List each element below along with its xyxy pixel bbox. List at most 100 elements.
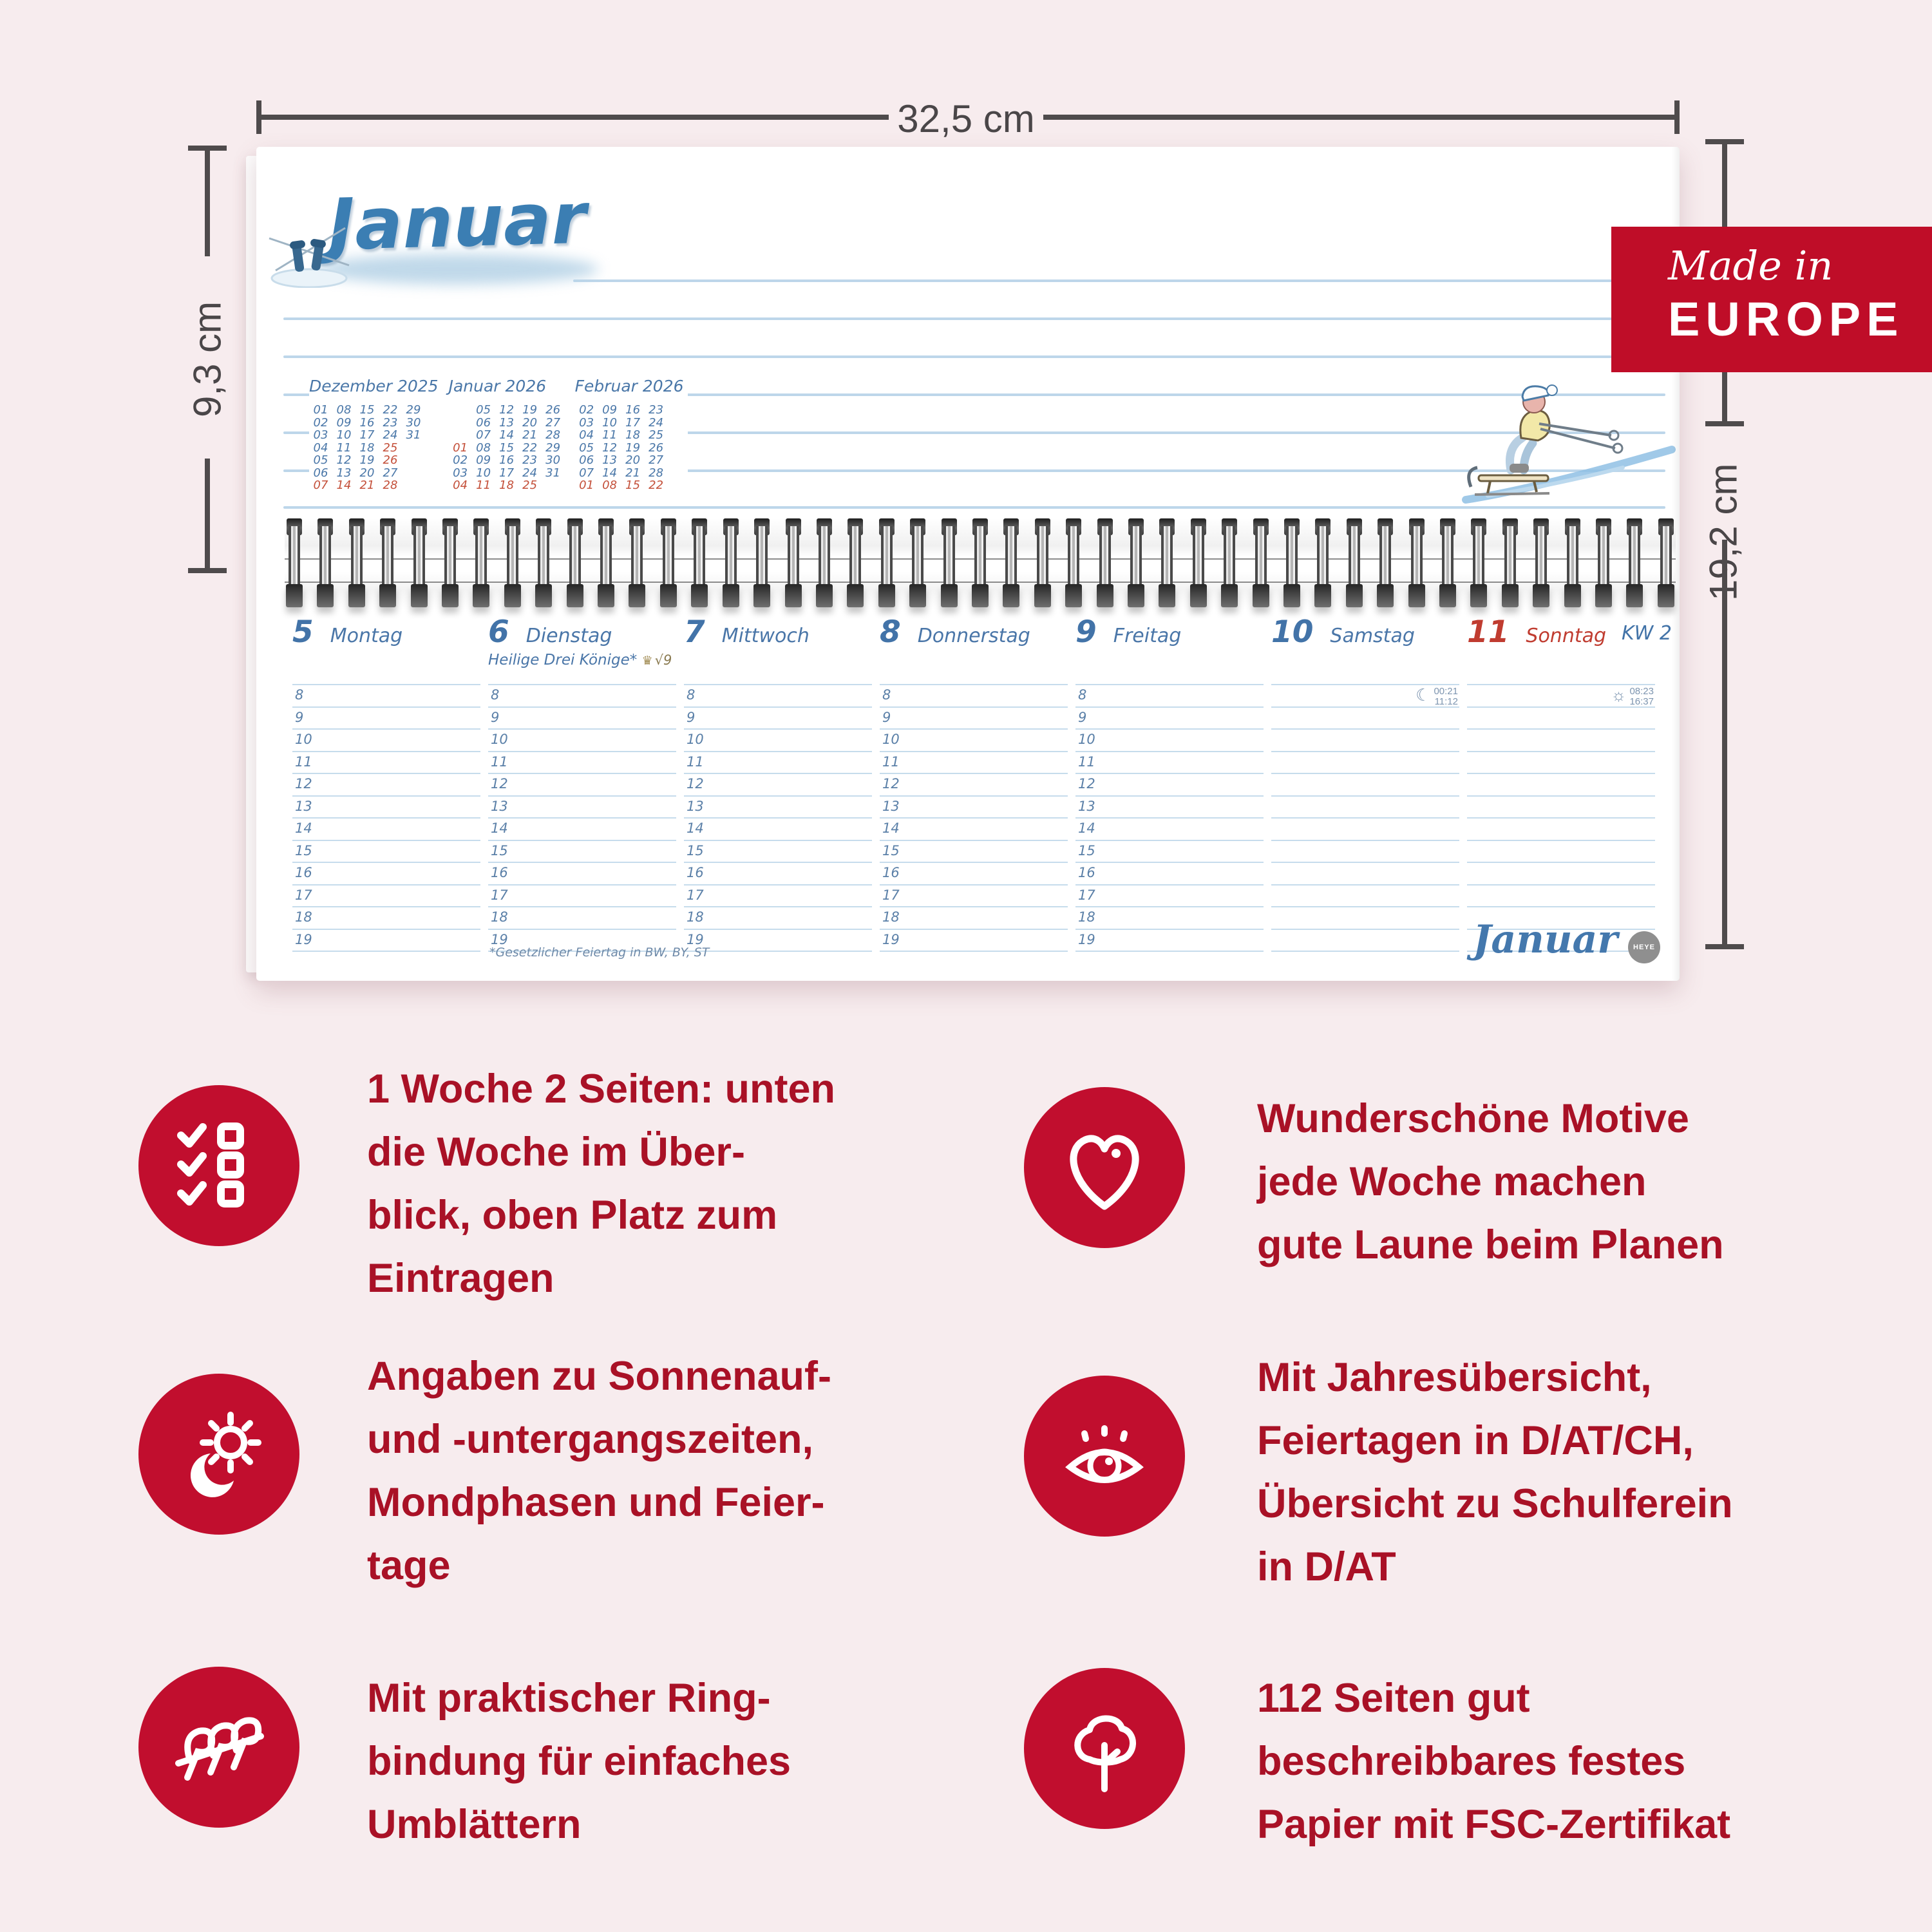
hour-row: 8 bbox=[684, 684, 872, 706]
spiral-clamp-bottom bbox=[1034, 584, 1051, 607]
spiral-wire bbox=[1161, 526, 1173, 593]
hour-label: 17 bbox=[491, 887, 508, 903]
hour-row: 12 bbox=[880, 773, 1068, 795]
spiral-clamp-bottom bbox=[1439, 584, 1457, 607]
spiral-loop bbox=[1625, 518, 1644, 610]
mini-month-row: 04 11 18 25 bbox=[575, 428, 684, 442]
hour-row: 14 bbox=[1075, 817, 1264, 840]
mini-month-day: 15 bbox=[499, 440, 515, 455]
day-header: 8 Donnerstag bbox=[880, 614, 1068, 652]
spiral-loop bbox=[410, 518, 429, 610]
mini-month-day: 08 bbox=[336, 403, 352, 417]
feature-text: 1 Woche 2 Seiten: unten die Woche im Über… bbox=[367, 1066, 835, 1301]
mini-month-day: 17 bbox=[359, 428, 375, 442]
spiral-loop bbox=[1126, 518, 1146, 610]
spiral-wire bbox=[1629, 526, 1641, 593]
spiral-wire bbox=[631, 526, 643, 593]
hour-row: 18 bbox=[684, 906, 872, 929]
hour-row: 8 bbox=[1075, 684, 1264, 706]
hour-row: 8 bbox=[880, 684, 1068, 706]
hour-row: 10 bbox=[684, 728, 872, 751]
feature-text: Mit Jahresübersicht, Feiertagen in D/AT/C… bbox=[1257, 1355, 1733, 1589]
spiral-wire bbox=[912, 526, 924, 593]
spiral-loop bbox=[752, 518, 772, 610]
spiral-wire bbox=[662, 526, 674, 593]
hour-row: 19 bbox=[684, 928, 872, 951]
hour-row: 17 bbox=[488, 884, 676, 907]
heart-icon bbox=[1024, 1087, 1185, 1248]
hour-label: 13 bbox=[295, 798, 312, 814]
hour-row bbox=[1467, 928, 1655, 951]
spiral-clamp-bottom bbox=[1096, 584, 1113, 607]
mini-month-day: 18 bbox=[359, 440, 375, 455]
hour-row bbox=[1467, 884, 1655, 907]
hour-grid: 8 9 10 11 12 13 14 15 16 17 18 19 bbox=[488, 684, 676, 952]
spiral-wire bbox=[350, 526, 363, 593]
spiral-clamp-bottom bbox=[1314, 584, 1332, 607]
hour-label: 10 bbox=[295, 732, 312, 747]
hour-label: 14 bbox=[491, 820, 508, 836]
mini-month-row: 07 14 21 28 bbox=[309, 478, 439, 492]
hour-row: 13 bbox=[1075, 795, 1264, 818]
spiral-clamp-bottom bbox=[566, 584, 583, 607]
mini-month-row: 03 10 17 24 bbox=[575, 415, 684, 430]
hour-row: 12 bbox=[1075, 773, 1264, 795]
note-line bbox=[283, 355, 1665, 358]
dimension-topheight-label: 9,3 cm bbox=[185, 301, 229, 418]
calendar-page: Januar Dezember 2025 01 08 15 22 29 02 09 16 23 30… bbox=[256, 147, 1680, 981]
spiral-clamp-bottom bbox=[722, 584, 739, 607]
note-line bbox=[283, 469, 1665, 472]
hour-label: 12 bbox=[295, 776, 312, 791]
hour-row: 10 bbox=[488, 728, 676, 751]
spiral-wire bbox=[538, 526, 550, 593]
hour-row: 9 bbox=[684, 706, 872, 729]
mini-month-day: 30 bbox=[406, 415, 421, 430]
hour-label: 14 bbox=[687, 820, 704, 836]
spiral-wire bbox=[1286, 526, 1298, 593]
dimension-topheight-cap-bottom bbox=[188, 568, 227, 573]
hour-row: 14 bbox=[292, 817, 480, 840]
spiral-loop bbox=[1501, 518, 1520, 610]
spiral-loop bbox=[347, 518, 366, 610]
hour-row bbox=[1467, 728, 1655, 751]
dimension-totalheight-line-a bbox=[1722, 139, 1727, 227]
spiral-clamp-bottom bbox=[629, 584, 646, 607]
spiral-wire bbox=[943, 526, 955, 593]
mini-month-day: 21 bbox=[359, 478, 375, 492]
hour-label: 8 bbox=[687, 687, 696, 703]
hour-label: 16 bbox=[295, 865, 312, 880]
mini-month-day: 01 bbox=[579, 478, 594, 492]
mini-month-day: 28 bbox=[383, 478, 398, 492]
hour-label: 9 bbox=[491, 709, 500, 725]
hour-row: 9 bbox=[292, 706, 480, 729]
mini-month-day: 30 bbox=[545, 453, 561, 467]
hour-row bbox=[1271, 928, 1459, 951]
note-line bbox=[573, 279, 1665, 282]
hour-row: 12 bbox=[684, 773, 872, 795]
hour-row: 19 bbox=[880, 928, 1068, 951]
hour-label: 11 bbox=[882, 753, 900, 770]
spiral-wire bbox=[787, 526, 799, 593]
hour-label: 8 bbox=[491, 687, 500, 703]
spiral-wire bbox=[1192, 526, 1204, 593]
mini-month-day: 29 bbox=[406, 403, 421, 417]
hour-grid: 8 9 10 11 12 13 14 15 16 17 18 19 bbox=[684, 684, 872, 952]
spiral-wire bbox=[756, 526, 768, 593]
tree-icon bbox=[1024, 1668, 1185, 1829]
mini-month-row: 02 09 16 23 bbox=[575, 403, 684, 417]
mini-month-day: 03 bbox=[579, 415, 594, 430]
spiral-loop bbox=[1157, 518, 1177, 610]
spiral-wire bbox=[880, 526, 893, 593]
made-in-europe-badge: Made in EUROPE bbox=[1611, 227, 1932, 372]
day-header: 6 Dienstag bbox=[488, 614, 676, 652]
spiral-loop bbox=[846, 518, 865, 610]
hour-label: 18 bbox=[687, 909, 704, 925]
mini-month-day: 22 bbox=[649, 478, 664, 492]
mini-month-day: 16 bbox=[625, 403, 641, 417]
mini-month-day: 11 bbox=[602, 428, 618, 442]
spiral-loop bbox=[1313, 518, 1332, 610]
hour-row bbox=[1271, 906, 1459, 929]
spiral-loop bbox=[1438, 518, 1457, 610]
hour-row: 13 bbox=[684, 795, 872, 818]
mini-month-day: 17 bbox=[625, 415, 641, 430]
